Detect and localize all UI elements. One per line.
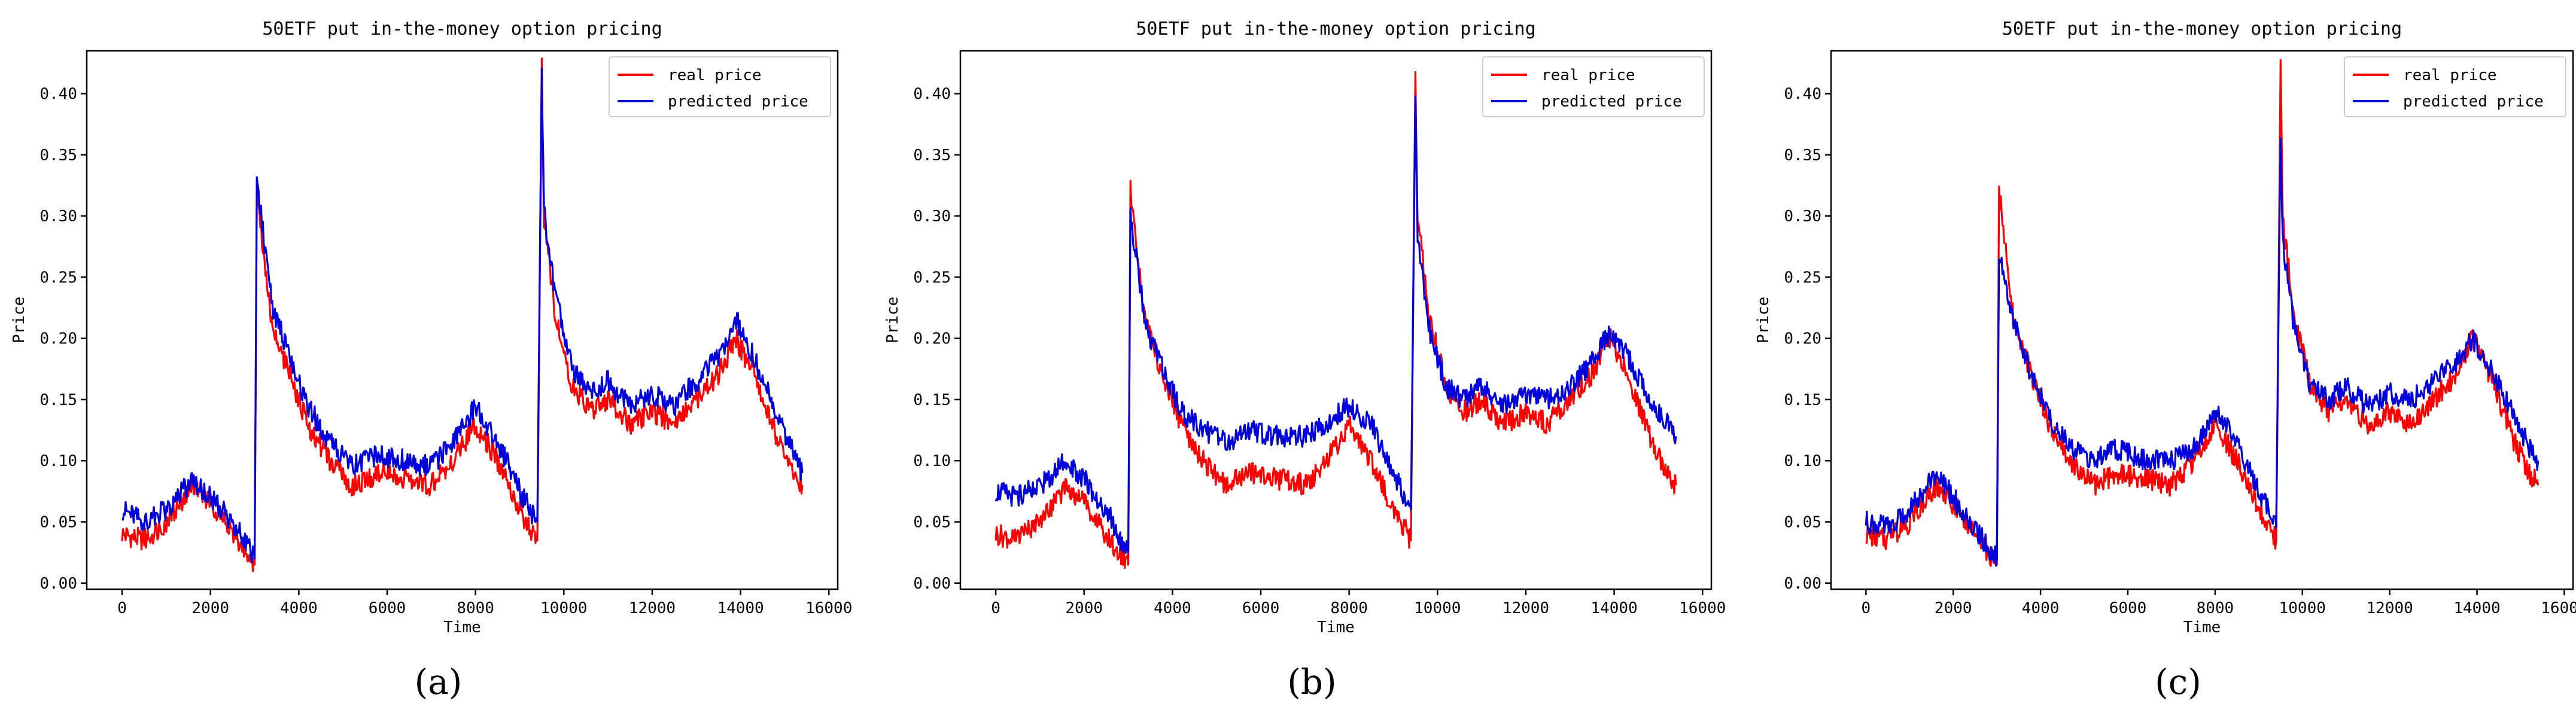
x-tick-label: 12000	[1503, 599, 1549, 617]
y-tick-label: 0.15	[1784, 391, 1821, 409]
x-tick-label: 8000	[2197, 599, 2234, 617]
x-tick-label: 10000	[2279, 599, 2326, 617]
legend-label: real price	[2403, 66, 2497, 84]
x-tick-label: 4000	[2022, 599, 2060, 617]
chart-panel-3: 50ETF put in-the-money option pricing 0 20…	[1754, 19, 2576, 702]
panel-caption: (b)	[1287, 662, 1336, 702]
y-tick-label: 0.25	[913, 269, 951, 287]
y-axis-label: Price	[10, 297, 28, 343]
panel-caption: (a)	[415, 662, 463, 702]
y-tick-label: 0.05	[39, 514, 77, 532]
x-tick-label: 14000	[2453, 599, 2500, 617]
x-tick-label: 14000	[717, 599, 764, 617]
x-tick-label: 14000	[1590, 599, 1637, 617]
x-tick-label: 6000	[369, 599, 406, 617]
legend-label: predicted price	[668, 93, 808, 111]
y-tick-label: 0.35	[913, 147, 951, 164]
x-tick-label: 12000	[629, 599, 676, 617]
legend-label: real price	[668, 66, 762, 84]
plot-frame	[86, 50, 839, 590]
legend-box	[609, 56, 831, 117]
panel-caption: (c)	[2155, 662, 2201, 702]
legend-box	[1482, 56, 1705, 117]
x-axis-label: Time	[2183, 618, 2221, 636]
y-tick-label: 0.00	[39, 575, 77, 593]
x-tick-label: 8000	[457, 599, 494, 617]
x-tick-label: 16000	[1679, 599, 1726, 617]
y-axis-label: Price	[884, 297, 902, 343]
series-line-predicted-price	[121, 67, 804, 563]
chart-title: 50ETF put in-the-money option pricing	[262, 19, 662, 39]
x-tick-label: 2000	[1065, 599, 1103, 617]
x-tick-label: 8000	[1330, 599, 1368, 617]
legend-label: real price	[1541, 66, 1635, 84]
legend-box	[2344, 56, 2566, 117]
y-tick-label: 0.00	[913, 575, 951, 593]
x-tick-label: 10000	[540, 599, 587, 617]
x-tick-label: 16000	[2541, 599, 2576, 617]
y-tick-label: 0.40	[1784, 86, 1821, 103]
x-tick-label: 16000	[805, 599, 852, 617]
x-tick-label: 12000	[2367, 599, 2413, 617]
x-tick-label: 6000	[1242, 599, 1280, 617]
legend: real price predicted price	[609, 56, 831, 117]
x-tick-label: 2000	[191, 599, 229, 617]
y-tick-label: 0.10	[39, 452, 77, 470]
x-tick-label: 4000	[280, 599, 318, 617]
y-tick-label: 0.35	[39, 147, 77, 164]
y-tick-label: 0.20	[39, 330, 77, 348]
y-tick-label: 0.15	[39, 391, 77, 409]
chart-panel-1: 50ETF put in-the-money option pricing 0 20…	[10, 19, 852, 702]
y-tick-label: 0.10	[913, 452, 951, 470]
y-tick-label: 0.15	[913, 391, 951, 409]
series-line-real-price	[994, 71, 1677, 569]
x-tick-label: 10000	[1414, 599, 1461, 617]
y-tick-label: 0.25	[39, 269, 77, 287]
y-tick-label: 0.40	[913, 86, 951, 103]
series-line-predicted-price	[994, 95, 1677, 554]
x-tick-label: 0	[1862, 599, 1871, 617]
x-axis-label: Time	[443, 618, 481, 636]
y-tick-label: 0.30	[39, 208, 77, 226]
x-tick-label: 0	[991, 599, 1000, 617]
x-tick-label: 0	[117, 599, 127, 617]
y-tick-label: 0.30	[913, 208, 951, 226]
y-axis-label: Price	[1754, 297, 1772, 343]
legend: real price predicted price	[2344, 56, 2566, 117]
x-tick-label: 6000	[2109, 599, 2147, 617]
y-tick-label: 0.20	[913, 330, 951, 348]
legend: real price predicted price	[1482, 56, 1705, 117]
x-axis-label: Time	[1317, 618, 1355, 636]
y-tick-label: 0.40	[39, 86, 77, 103]
y-tick-label: 0.35	[1784, 147, 1821, 164]
chart-title: 50ETF put in-the-money option pricing	[1136, 19, 1535, 39]
series-line-predicted-price	[1865, 138, 2539, 567]
series-line-real-price	[1865, 59, 2539, 568]
y-tick-label: 0.00	[1784, 575, 1821, 593]
x-tick-label: 2000	[1935, 599, 1972, 617]
series-line-real-price	[121, 57, 804, 572]
plot-frame	[959, 50, 1713, 590]
y-tick-label: 0.20	[1784, 330, 1821, 348]
y-tick-label: 0.25	[1784, 269, 1821, 287]
x-tick-label: 4000	[1154, 599, 1191, 617]
legend-label: predicted price	[1541, 93, 1682, 111]
chart-panel-2: 50ETF put in-the-money option pricing 0 20…	[884, 19, 1726, 702]
y-tick-label: 0.30	[1784, 208, 1821, 226]
plot-frame	[1830, 50, 2574, 590]
y-tick-label: 0.05	[1784, 514, 1821, 532]
legend-label: predicted price	[2403, 93, 2544, 111]
y-tick-label: 0.05	[913, 514, 951, 532]
y-tick-label: 0.10	[1784, 452, 1821, 470]
chart-title: 50ETF put in-the-money option pricing	[2002, 19, 2402, 39]
